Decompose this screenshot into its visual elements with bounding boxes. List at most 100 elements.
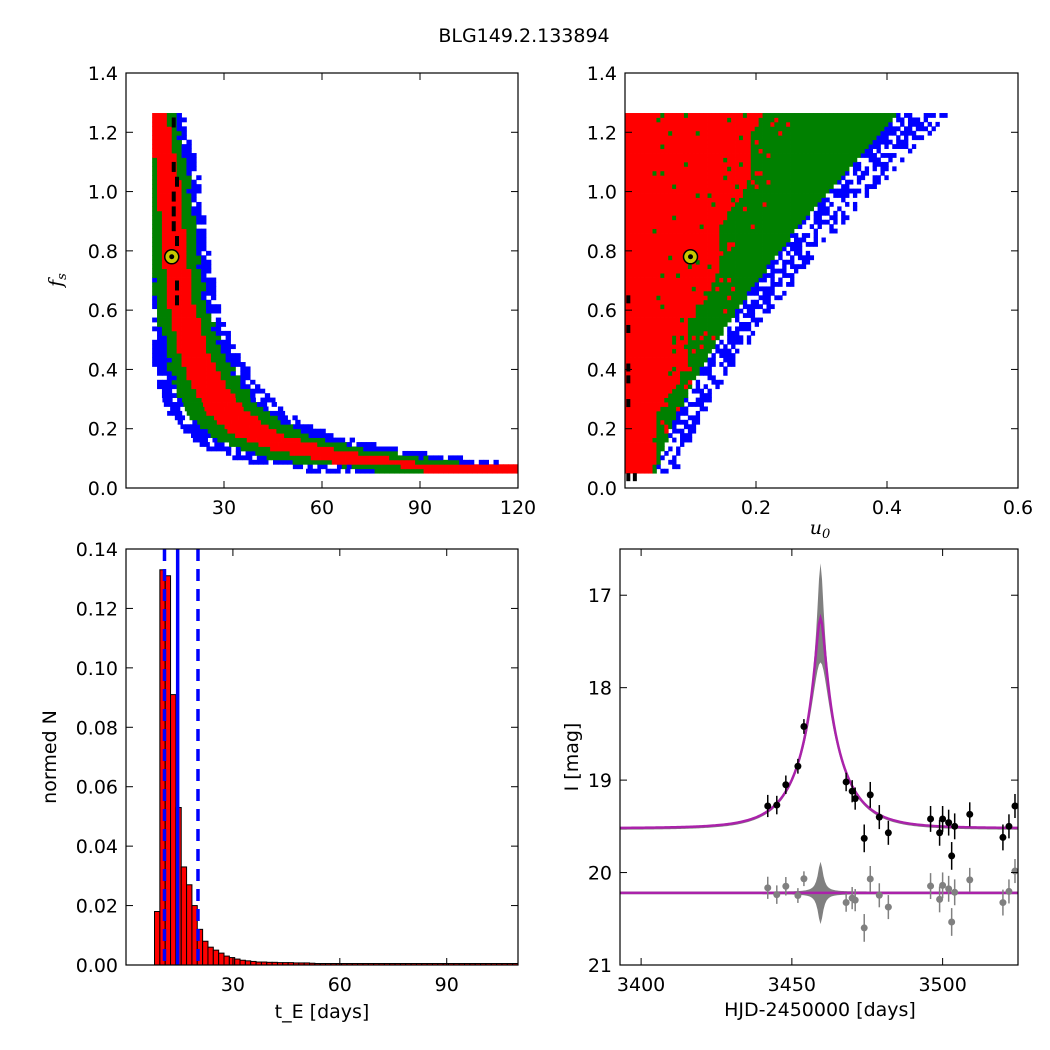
density-cell [676, 304, 681, 310]
density-cell [236, 419, 242, 425]
density-cell [648, 335, 653, 341]
density-cell [703, 219, 708, 225]
density-cell [731, 339, 736, 345]
density-cell [644, 379, 649, 385]
density-cell [715, 295, 720, 301]
density-cell [660, 433, 665, 439]
density-cell [206, 348, 212, 354]
density-cell [695, 175, 701, 181]
density-cell [805, 126, 811, 132]
density-cell [707, 255, 712, 261]
density-cell [605, 469, 610, 474]
density-cell [349, 437, 355, 443]
density-cell [176, 153, 182, 158]
density-cell [754, 201, 760, 207]
density-cell [628, 273, 634, 278]
density-cell [754, 268, 760, 274]
density-cell [790, 121, 795, 127]
density-cell [762, 210, 767, 216]
density-cell [837, 166, 842, 172]
density-cell [754, 241, 760, 247]
density-cell [872, 166, 877, 172]
density-cell [632, 402, 638, 407]
density-cell [632, 184, 638, 190]
density-cell [687, 322, 693, 327]
density-cell [625, 219, 630, 225]
density-cell [295, 419, 301, 425]
density-cell [695, 402, 701, 407]
density-cell [868, 117, 873, 123]
density-cell [152, 353, 158, 358]
density-cell [727, 206, 732, 212]
density-cell [664, 246, 669, 252]
density-cell [711, 259, 716, 265]
density-cell [911, 144, 917, 149]
density-cell [660, 330, 665, 336]
density-cell [656, 268, 661, 274]
density-cell [652, 210, 657, 216]
density-cell [454, 459, 460, 465]
density-cell [660, 135, 665, 141]
density-cell [636, 299, 642, 305]
density-cell [541, 469, 546, 474]
density-cell [157, 233, 163, 238]
density-cell [452, 468, 459, 474]
density-cell [186, 215, 192, 221]
density-cell [680, 402, 685, 407]
density-cell [786, 206, 791, 212]
density-cell [600, 469, 605, 474]
density-cell [152, 281, 158, 287]
density-cell [723, 215, 728, 221]
density-cell [864, 170, 870, 176]
density-cell [205, 433, 212, 439]
density-cell [420, 464, 426, 470]
density-cell [245, 410, 251, 416]
density-cell [758, 179, 763, 185]
density-cell [735, 148, 740, 154]
density-cell [680, 264, 685, 270]
density-cell [727, 170, 732, 176]
density-cell [676, 273, 681, 278]
density-cell [731, 219, 736, 225]
density-cell [171, 148, 178, 154]
density-cell [246, 419, 252, 425]
density-cell [723, 241, 728, 247]
density-cell [676, 139, 681, 145]
density-cell [841, 210, 846, 216]
density-cell [707, 344, 712, 350]
density-cell [364, 468, 371, 474]
density-cell [707, 259, 712, 265]
density-cell [648, 277, 653, 283]
density-cell [632, 450, 638, 456]
density-cell [656, 250, 661, 256]
density-cell [656, 273, 661, 278]
density-cell [640, 348, 646, 354]
density-cell [628, 219, 634, 225]
density-cell [668, 255, 673, 261]
density-cell [778, 219, 783, 225]
density-cell [821, 148, 826, 154]
density-cell [782, 228, 787, 234]
density-cell [821, 219, 826, 225]
density-cell [640, 304, 646, 310]
density-cell [270, 397, 276, 403]
density-cell [735, 184, 740, 190]
density-cell [790, 184, 795, 190]
density-cell [786, 117, 791, 123]
density-cell [691, 179, 697, 185]
density-cell [907, 121, 913, 127]
density-cell [315, 437, 321, 443]
density-cell [636, 459, 642, 465]
density-cell [880, 170, 885, 176]
density-cell [348, 450, 354, 456]
density-cell [363, 450, 369, 456]
density-cell [723, 148, 728, 154]
density-cell [152, 113, 158, 118]
density-cell [161, 384, 168, 390]
density-cell [640, 224, 646, 230]
density-cell [797, 237, 803, 243]
density-cell [680, 375, 685, 381]
density-cell [801, 175, 807, 181]
density-cell [676, 268, 681, 274]
density-cell [707, 157, 712, 163]
